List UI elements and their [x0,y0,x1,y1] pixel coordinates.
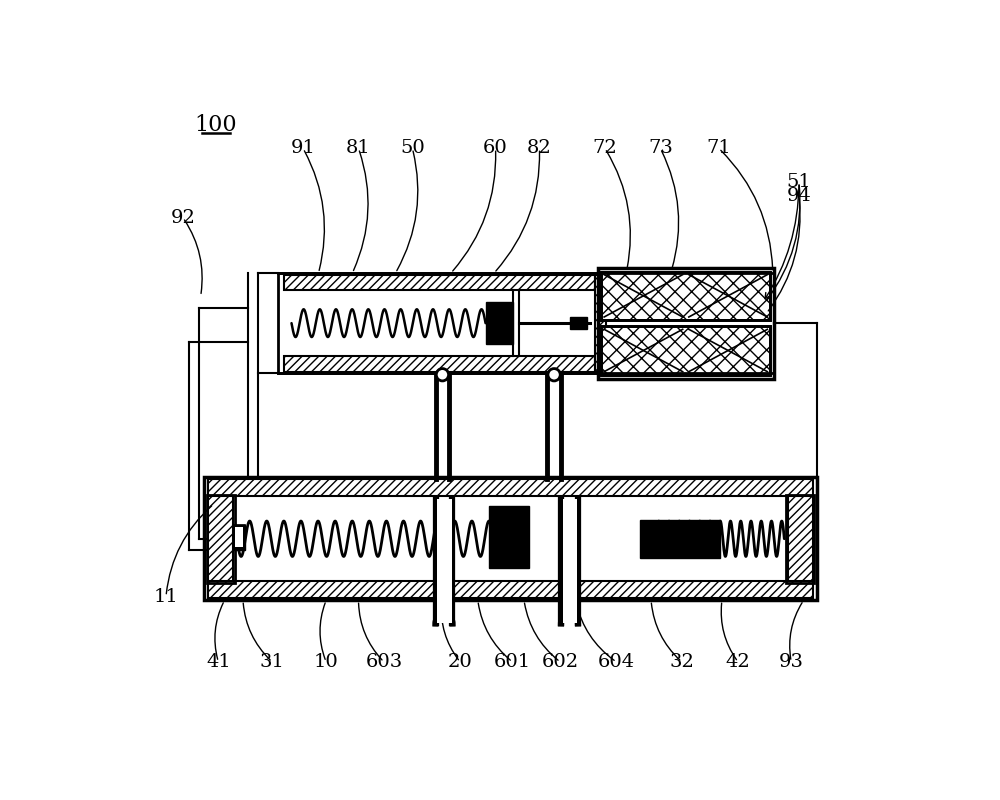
Text: 42: 42 [726,653,750,671]
Text: 50: 50 [400,139,425,158]
Text: 32: 32 [669,653,694,671]
Text: 603: 603 [365,653,403,671]
Bar [786,495,814,582]
Text: 51: 51 [787,174,811,191]
Bar [598,269,774,378]
Text: 601: 601 [494,653,531,671]
Bar [208,581,813,598]
Text: 72: 72 [593,139,617,158]
Text: 100: 100 [195,114,237,136]
Bar [570,317,587,330]
Bar [640,519,720,558]
Bar [234,525,245,550]
Text: 82: 82 [527,139,552,158]
Text: 602: 602 [542,653,579,671]
Bar [601,326,770,374]
Bar [204,477,817,600]
Text: 71: 71 [706,139,731,158]
Bar [234,525,245,550]
Bar [207,495,235,582]
Text: 20: 20 [448,653,473,671]
Text: 92: 92 [171,209,195,226]
Text: 81: 81 [346,139,371,158]
Text: 41: 41 [206,653,231,671]
Bar [563,498,577,623]
Bar [601,326,770,374]
Bar [788,496,813,581]
Text: 604: 604 [598,653,635,671]
Bar [208,479,813,496]
Bar [208,496,233,581]
Bar [437,498,452,623]
Bar [486,302,513,344]
Bar [284,356,595,372]
Text: 10: 10 [314,653,339,671]
Text: 94: 94 [787,187,811,205]
Bar [601,271,770,320]
Circle shape [436,369,449,381]
Bar [489,506,529,568]
Bar [284,274,595,290]
Bar [278,273,601,373]
Text: 11: 11 [154,587,178,606]
Text: 60: 60 [483,139,508,158]
Bar [601,271,770,320]
Text: 31: 31 [260,653,285,671]
Text: 91: 91 [291,139,315,158]
Circle shape [548,369,560,381]
Bar [235,527,243,547]
Bar [595,274,606,372]
Text: 73: 73 [648,139,673,158]
Text: 93: 93 [779,653,804,671]
